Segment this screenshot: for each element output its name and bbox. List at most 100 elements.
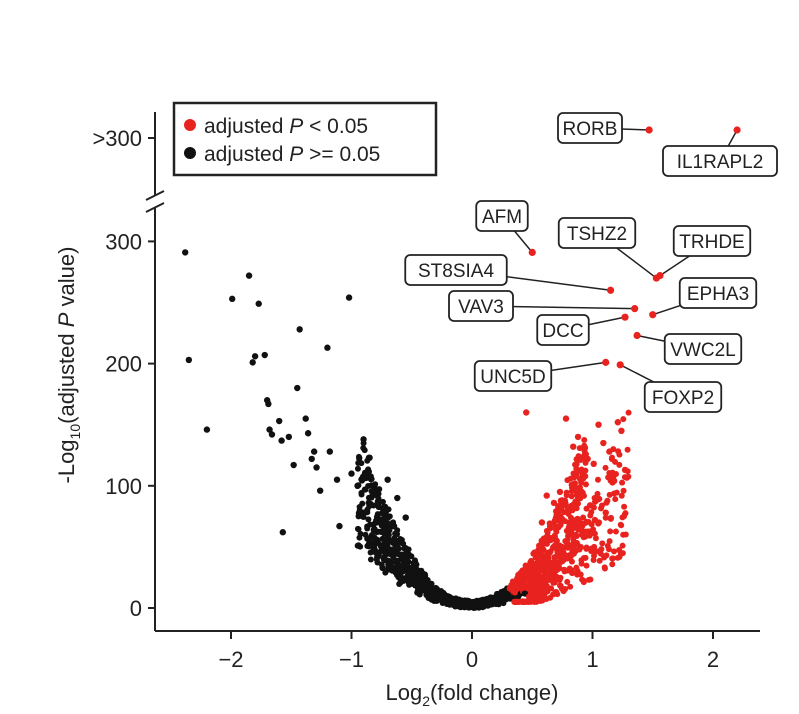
data-point: [599, 540, 606, 547]
data-point: [279, 529, 287, 536]
data-point: [355, 513, 362, 520]
data-point: [577, 454, 584, 461]
data-point: [543, 553, 550, 560]
gene-label-box: [404, 254, 508, 286]
data-point: [268, 431, 276, 438]
gene-label-text: DCC: [542, 321, 583, 342]
data-point: [587, 576, 594, 583]
x-axis-title: Log2(fold change): [386, 680, 559, 709]
data-point: [398, 562, 405, 569]
data-point: [564, 578, 571, 585]
gene-label-text: IL1RAPL2: [677, 152, 764, 173]
data-point: [285, 433, 293, 441]
data-point: [366, 468, 373, 475]
data-point: [547, 525, 554, 532]
data-point: [538, 519, 546, 526]
data-point: [602, 509, 609, 516]
data-point-labeled: [631, 305, 639, 313]
data-point: [625, 409, 632, 416]
data-point: [587, 512, 594, 519]
data-point: [405, 558, 412, 565]
legend-label-not-significant: adjusted P >= 0.05: [204, 143, 380, 166]
data-point: [354, 525, 361, 532]
data-point: [553, 543, 560, 550]
data-point: [563, 540, 570, 547]
data-point: [562, 497, 569, 504]
data-point: [574, 568, 581, 575]
data-point: [534, 586, 541, 593]
data-point: [573, 461, 580, 468]
legend-marker-not-significant: [184, 147, 196, 159]
data-point-labeled: [602, 358, 610, 366]
data-point: [316, 487, 324, 494]
data-point: [390, 549, 397, 556]
data-point-labeled: [733, 126, 741, 134]
data-point: [561, 568, 568, 575]
data-point: [356, 507, 363, 514]
data-point: [595, 421, 602, 428]
data-point: [611, 548, 618, 555]
data-point: [381, 539, 388, 546]
data-point: [567, 583, 574, 590]
data-point: [551, 579, 558, 586]
data-point: [532, 560, 539, 567]
gene-label-box: [448, 290, 514, 322]
data-point: [374, 536, 381, 543]
data-point: [245, 272, 253, 279]
data-point-labeled: [656, 272, 664, 280]
data-point: [535, 594, 542, 601]
data-point: [379, 564, 386, 571]
data-point: [450, 599, 457, 606]
data-point: [606, 448, 613, 455]
data-point: [602, 514, 609, 521]
data-point: [405, 546, 412, 553]
data-point: [392, 530, 399, 537]
data-point: [494, 590, 501, 597]
data-point: [296, 326, 303, 333]
data-point: [459, 598, 466, 605]
data-point: [609, 555, 616, 562]
data-point: [580, 514, 587, 521]
data-point: [523, 569, 530, 576]
data-point: [608, 454, 615, 461]
data-point: [419, 585, 426, 592]
data-point: [345, 294, 353, 301]
data-point: [608, 514, 615, 521]
data-point: [568, 530, 575, 537]
data-point: [583, 562, 590, 569]
data-point: [578, 560, 585, 567]
gene-label-text: UNC5D: [480, 367, 545, 388]
data-point: [404, 571, 411, 578]
gene-label-box: [672, 225, 752, 257]
data-point: [382, 507, 389, 514]
data-point: [394, 565, 401, 572]
data-point: [598, 546, 605, 553]
data-point: [591, 530, 598, 537]
data-point: [618, 427, 625, 435]
data-point: [380, 556, 387, 563]
data-point: [336, 522, 343, 530]
data-point: [360, 512, 367, 519]
data-point: [596, 557, 603, 564]
data-point: [582, 444, 589, 451]
data-point: [376, 486, 383, 493]
data-point: [621, 466, 629, 474]
data-point: [384, 534, 391, 541]
gene-label-vwc2l: VWC2L: [633, 331, 743, 365]
data-point: [394, 494, 401, 502]
data-point: [356, 534, 363, 541]
data-point: [578, 520, 585, 527]
data-point: [606, 491, 613, 498]
data-point: [368, 543, 375, 550]
axes: −2 −1 0 1 2 0 100 200 300 >300: [92, 112, 760, 672]
data-point: [359, 500, 366, 507]
data-point: [399, 568, 406, 575]
legend-marker-significant: [184, 119, 196, 131]
gene-label-text: FOXP2: [652, 388, 714, 409]
data-point: [402, 550, 409, 557]
data-point: [550, 591, 557, 598]
data-point: [486, 596, 493, 603]
data-point: [367, 556, 374, 563]
data-point: [399, 555, 406, 562]
data-point: [421, 577, 428, 584]
